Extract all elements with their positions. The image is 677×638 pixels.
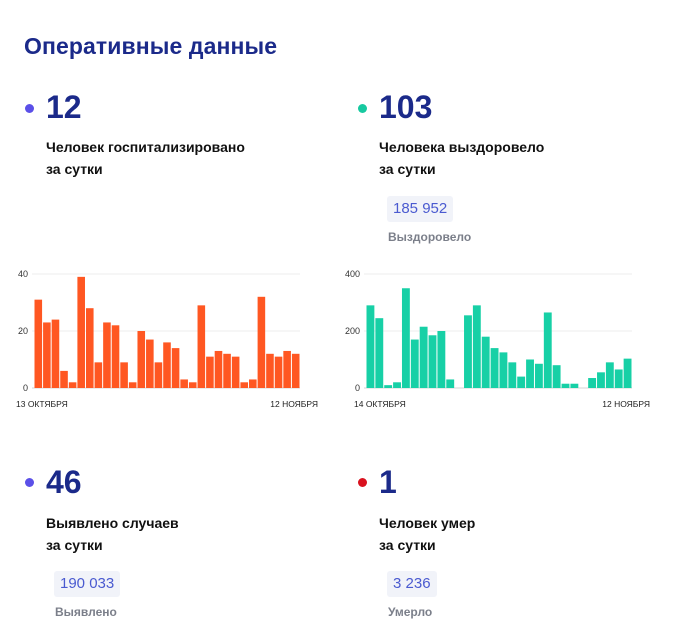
- bar: [266, 353, 274, 388]
- bar: [437, 331, 446, 388]
- bar: [146, 339, 154, 388]
- bar: [481, 336, 490, 388]
- bar: [171, 348, 180, 388]
- bar: [103, 322, 111, 388]
- recovered-total-caption: Выздоровело: [388, 230, 472, 244]
- bar: [231, 356, 240, 388]
- y-tick-label: 400: [345, 269, 360, 279]
- bar: [51, 319, 60, 388]
- cases-total-caption: Выявлено: [55, 605, 117, 619]
- bar: [60, 370, 68, 388]
- hospitalized-chart: 0 20 40 13 ОКТЯБРЯ 12 НОЯБРЯ: [16, 269, 318, 409]
- page-title: Оперативные данные: [24, 33, 278, 59]
- bar: [240, 382, 249, 388]
- x-start-label: 14 ОКТЯБРЯ: [354, 399, 406, 409]
- bar: [499, 352, 508, 388]
- bar: [428, 335, 437, 388]
- bar: [534, 363, 543, 388]
- bar: [137, 331, 146, 388]
- deaths-value: 1: [379, 464, 397, 500]
- hospitalized-label-line1: Человек госпитализировано: [46, 139, 245, 155]
- recovered-label-line1: Человека выздоровело: [379, 139, 545, 155]
- bar: [68, 382, 77, 388]
- bar: [472, 305, 481, 388]
- hospitalized-value: 12: [46, 89, 82, 125]
- bar: [206, 356, 214, 388]
- y-tick-label: 0: [23, 383, 28, 393]
- deaths-label-line1: Человек умер: [379, 515, 476, 531]
- x-start-label: 13 ОКТЯБРЯ: [16, 399, 68, 409]
- cases-total: 190 033: [54, 571, 121, 597]
- cases-dot: [25, 478, 34, 487]
- bar: [188, 382, 197, 388]
- bar: [393, 382, 401, 388]
- y-tick-label: 0: [355, 383, 360, 393]
- deaths-total-caption: Умерло: [388, 605, 433, 619]
- bar: [43, 322, 51, 388]
- bar: [180, 379, 188, 388]
- bar: [154, 362, 163, 388]
- bar: [570, 383, 579, 388]
- bar: [401, 288, 410, 388]
- bar: [614, 369, 623, 388]
- recovered-label-line2: за сутки: [379, 161, 436, 177]
- bar: [34, 299, 43, 388]
- bar: [446, 379, 455, 388]
- deaths-dot: [358, 478, 367, 487]
- recovered-value: 103: [379, 89, 433, 125]
- bar: [274, 356, 283, 388]
- bar: [77, 276, 85, 388]
- bar: [384, 385, 393, 388]
- cases-label-line2: за сутки: [46, 537, 103, 553]
- y-tick-label: 40: [18, 269, 28, 279]
- bar: [419, 326, 428, 388]
- bar: [197, 305, 206, 388]
- bar: [249, 379, 257, 388]
- bar: [552, 365, 561, 388]
- recovered-dot: [358, 104, 367, 113]
- bar: [366, 305, 375, 388]
- deaths-label-line2: за сутки: [379, 537, 436, 553]
- bar: [257, 296, 266, 388]
- y-tick-label: 200: [345, 326, 360, 336]
- bar: [163, 342, 171, 388]
- deaths-total: 3 236: [387, 571, 437, 597]
- bar: [597, 372, 605, 388]
- bar: [291, 353, 300, 388]
- bar: [375, 318, 384, 388]
- bar: [120, 362, 128, 388]
- x-end-label: 12 НОЯБРЯ: [270, 399, 318, 409]
- cases-label-line1: Выявлено случаев: [46, 515, 179, 531]
- recovered-chart: 0 200 400 14 ОКТЯБРЯ 12 НОЯБРЯ: [345, 269, 650, 409]
- bar: [623, 358, 632, 388]
- bar: [111, 325, 120, 388]
- bar: [517, 376, 526, 388]
- recovered-total: 185 952: [387, 196, 454, 222]
- bar: [410, 339, 419, 388]
- x-end-label: 12 НОЯБРЯ: [602, 399, 650, 409]
- hospitalized-dot: [25, 104, 34, 113]
- bar: [543, 312, 552, 388]
- bar: [214, 350, 223, 388]
- bar: [85, 308, 94, 388]
- bar: [508, 362, 517, 388]
- bar: [94, 362, 103, 388]
- bar: [561, 383, 570, 388]
- bar: [605, 362, 614, 388]
- bar: [223, 353, 231, 388]
- cases-value: 46: [46, 464, 82, 500]
- bar: [128, 382, 137, 388]
- bar: [490, 348, 499, 388]
- bar: [464, 315, 472, 388]
- bar: [588, 378, 597, 388]
- bar: [283, 350, 291, 388]
- y-tick-label: 20: [18, 326, 28, 336]
- bar: [526, 359, 534, 388]
- hospitalized-label-line2: за сутки: [46, 161, 103, 177]
